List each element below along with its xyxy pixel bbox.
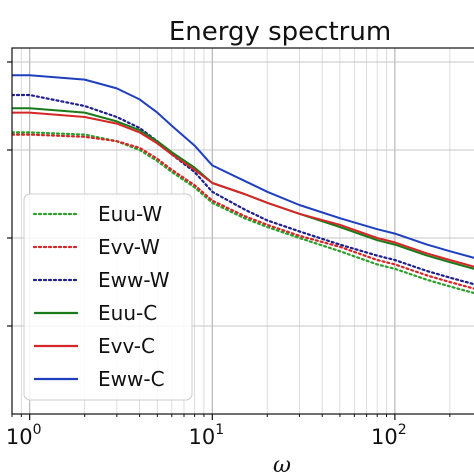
legend-label: Evv-C — [98, 334, 155, 358]
x-tick-label: 100 — [6, 422, 42, 449]
x-axis-label: ω — [273, 453, 291, 474]
series-line-eww-w — [12, 93, 474, 286]
x-ticks: 100 101 102 — [6, 414, 451, 449]
x-tick-label: 101 — [188, 422, 224, 449]
legend-label: Euu-C — [98, 301, 157, 325]
chart-title: Energy spectrum — [169, 17, 391, 47]
legend-label: Euu-W — [98, 202, 162, 226]
x-tick-label: 102 — [371, 422, 407, 449]
legend-label: Eww-W — [98, 268, 170, 292]
series-lines — [12, 74, 474, 295]
legend-label: Eww-C — [98, 367, 165, 391]
legend-box — [23, 193, 193, 401]
y-ticks — [7, 61, 12, 327]
legend: Euu-W Evv-W Eww-W Euu-C Evv-C Eww-C — [23, 193, 193, 401]
series-line-evv-w — [12, 133, 474, 290]
series-line-evv-c — [12, 111, 474, 268]
plot-frame — [11, 47, 474, 415]
series-line-eww-c — [12, 74, 474, 259]
legend-label: Evv-W — [98, 235, 160, 259]
